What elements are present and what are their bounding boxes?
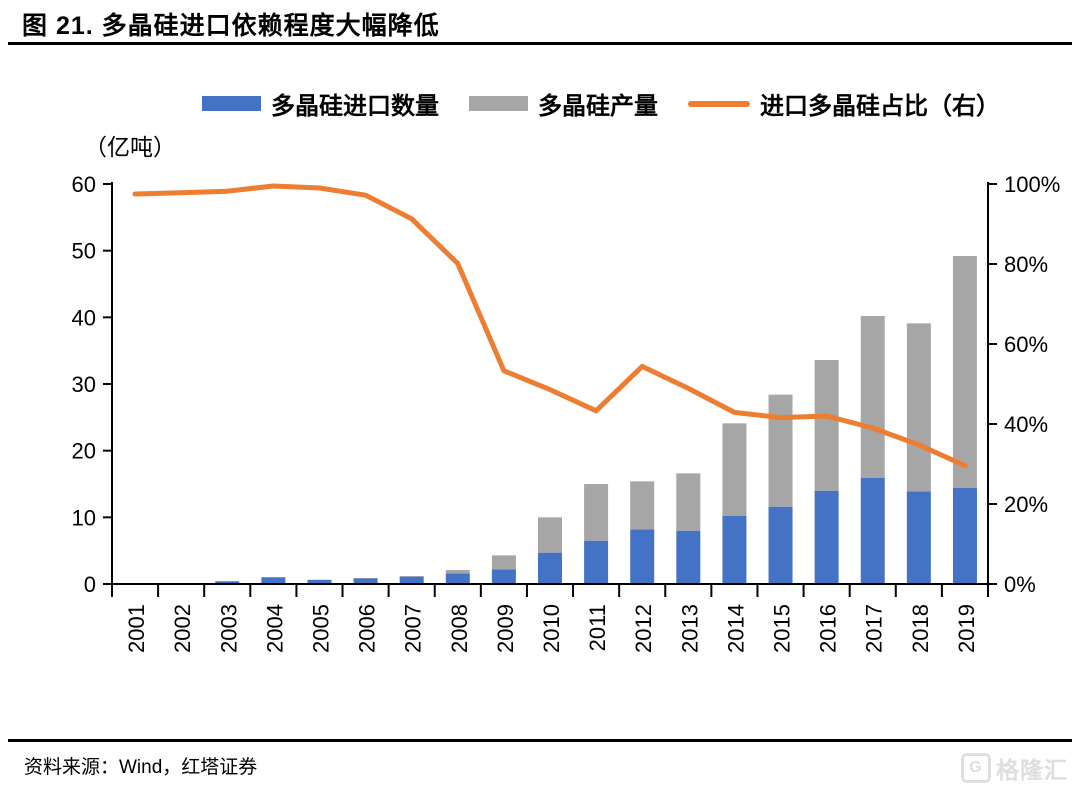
bar-production (399, 576, 424, 577)
bar-import (307, 580, 332, 584)
production-bar-swatch-icon (469, 96, 528, 111)
bar-production (860, 316, 885, 478)
bar-production (538, 517, 562, 553)
left-axis-tick-label: 40 (72, 305, 96, 330)
x-axis-year-label: 2012 (631, 604, 656, 653)
bar-production (445, 570, 470, 574)
bar-production (906, 323, 931, 492)
bar-import (860, 478, 885, 584)
bar-import (814, 490, 839, 584)
left-axis-unit-label: （亿吨） (84, 134, 176, 160)
bar-import (722, 516, 747, 584)
bar-production (814, 360, 839, 491)
left-axis-tick-label: 60 (72, 172, 96, 197)
x-axis-year-label: 2010 (539, 604, 564, 653)
x-axis-year-label: 2014 (723, 604, 748, 653)
watermark: G 格隆汇 (961, 751, 1068, 785)
x-axis-year-label: 2007 (401, 604, 426, 653)
bar-production (768, 394, 793, 507)
bar-import (676, 530, 701, 584)
left-axis-tick-label: 0 (84, 572, 96, 597)
x-axis-year-label: 2004 (262, 604, 287, 653)
data-source-note: 资料来源：Wind，红塔证券 (24, 757, 258, 778)
gelonghui-logo-icon: G (961, 753, 991, 783)
legend-label-import: 多晶硅进口数量 (271, 93, 439, 120)
x-axis-year-label: 2009 (493, 604, 518, 653)
bar-import (906, 491, 931, 584)
x-axis-year-label: 2008 (447, 604, 472, 653)
x-axis-year-label: 2018 (908, 604, 933, 653)
title-divider (8, 42, 1072, 45)
bar-import (584, 540, 609, 584)
bar-import (399, 576, 424, 584)
x-axis-year-label: 2013 (677, 604, 702, 653)
bar-import (538, 552, 562, 584)
x-axis-year-label: 2017 (862, 604, 887, 653)
x-axis-year-label: 2006 (355, 604, 380, 653)
right-axis-tick-label: 0% (1004, 572, 1036, 597)
bar-import (445, 573, 470, 584)
left-axis-tick-label: 50 (72, 239, 96, 264)
right-axis-tick-label: 40% (1004, 412, 1048, 437)
footer-divider (8, 739, 1072, 742)
watermark-text: 格隆汇 (996, 757, 1068, 783)
x-axis-year-label: 2003 (216, 604, 241, 653)
bar-production (952, 256, 977, 488)
legend-item-ratio: 进口多晶硅占比（右） (688, 86, 1000, 121)
bar-import (215, 581, 240, 584)
chart-legend: 多晶硅进口数量 多晶硅产量 进口多晶硅占比（右） (202, 86, 1000, 121)
bar-production (676, 473, 701, 531)
x-axis-year-label: 2001 (124, 604, 149, 653)
legend-label-production: 多晶硅产量 (538, 93, 658, 120)
x-axis-year-label: 2011 (585, 604, 610, 651)
right-axis-tick-label: 20% (1004, 492, 1048, 517)
right-axis-tick-label: 60% (1004, 332, 1048, 357)
right-axis-tick-label: 80% (1004, 252, 1048, 277)
bar-import (630, 529, 655, 584)
bar-import (261, 577, 286, 584)
left-axis-tick-label: 30 (72, 372, 96, 397)
left-axis-tick-label: 10 (72, 505, 96, 530)
x-axis-year-label: 2015 (770, 604, 795, 653)
right-axis-tick-label: 100% (1004, 172, 1060, 197)
x-axis-year-label: 2002 (170, 604, 195, 653)
x-axis-year-label: 2016 (816, 604, 841, 653)
bar-production (630, 481, 655, 530)
ratio-line-swatch-icon (688, 100, 750, 107)
bar-production (722, 423, 747, 516)
x-axis-year-label: 2005 (308, 604, 333, 653)
bar-import (491, 569, 516, 584)
bar-import (952, 488, 977, 584)
x-axis-year-label: 2019 (954, 604, 979, 653)
import-bar-swatch-icon (202, 96, 261, 111)
legend-label-ratio: 进口多晶硅占比（右） (760, 93, 1000, 120)
left-axis-tick-label: 20 (72, 439, 96, 464)
legend-item-import: 多晶硅进口数量 (202, 86, 439, 121)
page-title: 图 21. 多晶硅进口依赖程度大幅降低 (22, 12, 440, 40)
legend-item-production: 多晶硅产量 (469, 86, 658, 121)
bar-import (353, 578, 378, 584)
bar-production (584, 484, 609, 541)
bar-import (768, 506, 793, 584)
bar-production (491, 555, 516, 570)
ratio-line (132, 183, 968, 469)
